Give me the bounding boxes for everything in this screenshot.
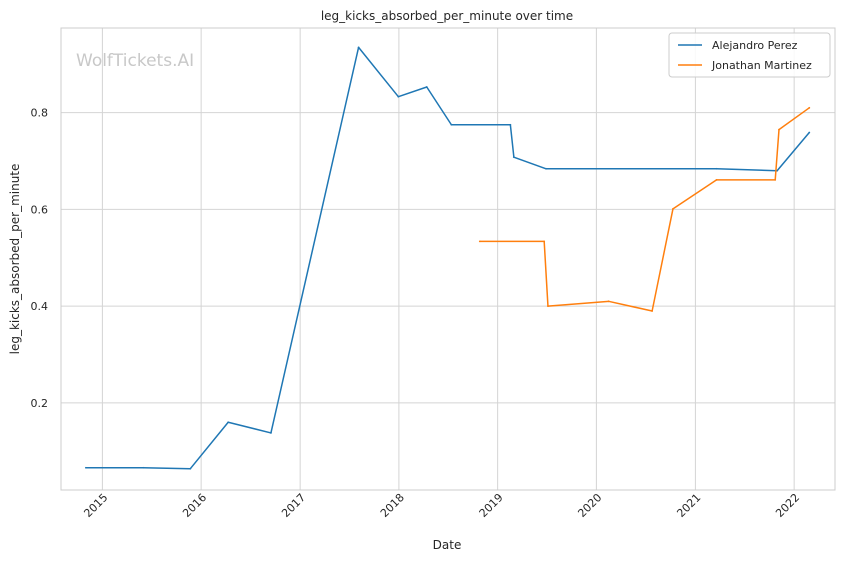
- data-point-0-6: [397, 95, 400, 98]
- series-line-0: [85, 46, 810, 470]
- chart-title: leg_kicks_absorbed_per_minute over time: [321, 9, 573, 23]
- legend-box: [668, 32, 831, 78]
- x-axis-label: Date: [433, 538, 462, 552]
- x-tick-label: 2015: [81, 491, 110, 520]
- x-tick-label: 2018: [378, 491, 407, 520]
- series-layer: [84, 46, 811, 470]
- data-point-1-3: [607, 300, 610, 303]
- y-tick-label: 0.4: [31, 300, 49, 313]
- x-tick-label: 2019: [477, 491, 506, 520]
- data-point-0-4: [270, 432, 272, 434]
- y-axis-ticks: 0.2 0.4 0.6 0.8: [31, 107, 49, 410]
- data-point-1-8: [778, 128, 780, 131]
- x-tick-label: 2020: [575, 491, 604, 520]
- x-axis-ticks: 2015 2016 2017 2018 2019 2020 2021 2022: [81, 491, 802, 520]
- y-tick-label: 0.6: [31, 203, 49, 216]
- data-point-0-1: [142, 466, 145, 469]
- data-point-1-2: [547, 305, 549, 308]
- data-point-0-12: [715, 167, 718, 170]
- y-tick-label: 0.2: [31, 397, 49, 410]
- data-point-1-7: [774, 179, 777, 181]
- plot-area-border: [60, 27, 836, 491]
- data-point-1-5: [672, 208, 674, 210]
- data-point-1-6: [715, 179, 718, 181]
- series-line-1: [479, 107, 810, 312]
- legend: Alejandro Perez Jonathan Martinez: [668, 32, 831, 78]
- x-tick-label: 2021: [674, 491, 703, 520]
- x-tick-label: 2017: [279, 491, 308, 520]
- data-point-0-0: [84, 466, 87, 469]
- legend-label-1: Jonathan Martinez: [711, 59, 812, 72]
- data-point-0-5: [357, 46, 360, 49]
- data-point-1-1: [543, 240, 546, 243]
- data-point-0-8: [450, 123, 453, 126]
- y-axis-label: leg_kicks_absorbed_per_minute: [8, 164, 22, 355]
- watermark-text: WolfTickets.AI: [76, 51, 194, 71]
- y-tick-label: 0.8: [31, 107, 49, 120]
- data-point-1-0: [478, 240, 481, 243]
- data-point-0-7: [425, 86, 428, 88]
- x-tick-label: 2016: [180, 491, 209, 520]
- data-point-0-3: [227, 421, 230, 424]
- legend-label-0: Alejandro Perez: [712, 39, 798, 52]
- data-point-0-11: [545, 167, 547, 170]
- data-point-1-4: [651, 310, 654, 312]
- grid: [61, 28, 835, 490]
- data-point-0-14: [808, 131, 811, 134]
- x-tick-label: 2022: [773, 491, 802, 520]
- data-point-0-2: [189, 467, 192, 470]
- data-point-0-10: [512, 156, 515, 159]
- data-point-0-9: [509, 123, 512, 126]
- data-point-1-9: [808, 106, 811, 109]
